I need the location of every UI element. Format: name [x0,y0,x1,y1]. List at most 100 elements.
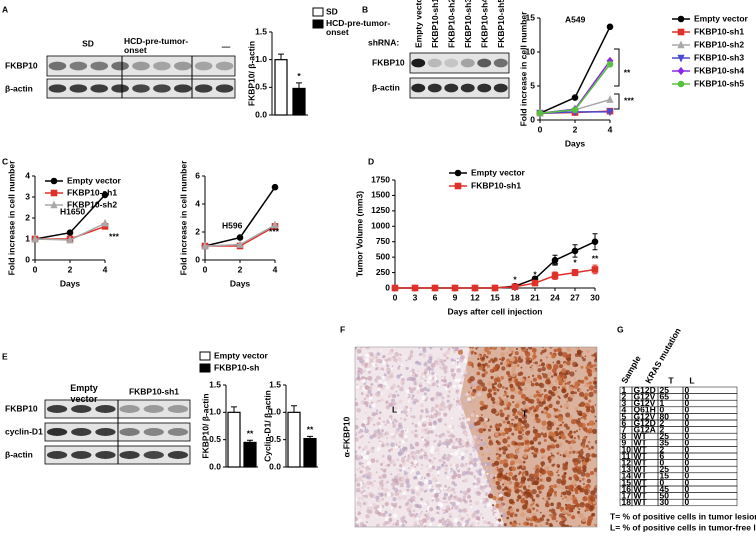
ihc-cell [410,377,415,382]
ihc-cell [419,418,422,420]
ihc-cell [421,463,423,466]
ihc-cell [469,471,474,476]
ihc-cell [370,458,376,463]
ihc-cell [516,410,522,416]
ihc-cell [356,443,359,446]
y-axis-label: Tumor Volume (mm3) [354,191,364,277]
ihc-cell [422,420,427,424]
ihc-cell [411,394,415,398]
ihc-cell [557,474,560,477]
ihc-cell [409,471,413,474]
ihc-cell [541,420,547,426]
table-text: 7 [622,424,627,434]
ihc-cell [457,378,461,383]
ihc-cell [448,445,452,448]
ihc-cell [474,419,478,422]
ihc-cell [473,422,478,426]
ihc-cell [436,513,439,516]
ihc-cell [477,517,481,521]
ihc-cell [569,394,574,399]
ihc-cell [392,421,395,425]
series-line [395,241,596,289]
ihc-cell [506,476,511,482]
ihc-cell [461,479,465,483]
legend-label: Empty vector [67,175,122,185]
ihc-cell [484,370,488,375]
ihc-cell [416,390,420,395]
ihc-cell [581,477,585,481]
ihc-cell [367,361,372,366]
ihc-cell [443,369,448,374]
annotation: *** [269,226,280,236]
y-tick-label: 2 [25,212,30,222]
ihc-cell [515,347,519,351]
ihc-cell [364,401,369,406]
ihc-cell [546,510,549,513]
ihc-cell [568,386,574,392]
ihc-cell [355,408,357,411]
ihc-cell [410,407,412,410]
ihc-cell [503,480,509,486]
ihc-cell [550,375,554,378]
ihc-cell [497,379,501,383]
ihc-cell [526,430,531,434]
ihc-cell [361,362,366,366]
legend-label: FKBP10-sh3 [694,52,744,62]
y-tick-label: 0 [25,254,30,264]
marker [606,23,614,31]
legend-swatch [199,351,211,361]
ihc-cell [543,398,546,402]
ihc-cell [494,358,498,362]
marker [591,238,599,246]
ihc-cell [403,434,408,439]
ihc-cell [388,514,391,517]
ihc-cell [530,367,534,372]
ihc-cell [378,380,382,383]
ihc-cell [386,437,388,439]
footnote: T= % of positive cells in tumor lesions [610,511,756,521]
ihc-cell [524,440,529,444]
ihc-cell [482,368,486,372]
ihc-cell [427,479,433,485]
region-label: L [392,404,397,414]
ihc-cell [410,415,413,418]
ihc-cell [466,487,472,492]
ihc-cell [434,406,437,409]
ihc-cell [435,468,438,471]
ihc-cell [362,494,365,498]
marker [451,284,459,292]
ihc-cell [562,491,567,496]
ihc-cell [448,508,451,511]
y-tick-label: 10 [526,46,536,56]
ihc-cell [364,455,369,460]
ihc-cell [394,443,399,449]
ihc-cell [436,357,441,362]
ihc-cell [358,518,362,523]
ihc-cell [514,415,519,420]
ihc-cell [367,351,371,355]
ihc-cell [424,479,429,484]
ihc-cell [425,464,429,468]
ihc-cell [461,425,467,430]
ihc-cell [556,451,560,455]
ihc-cell [511,513,514,516]
table-text: 80 [660,411,670,421]
ihc-cell [572,450,576,454]
ihc-cell [508,471,513,477]
ihc-cell [396,409,401,415]
table-text: 5 [622,411,627,421]
ihc-cell [492,479,497,484]
ihc-cell [477,354,481,358]
ihc-cell [546,500,549,503]
ihc-cell [436,361,441,366]
table-text: WT [634,444,648,454]
ihc-cell [533,394,538,398]
ihc-cell [481,489,485,493]
ihc-cell [491,509,494,512]
ihc-cell [410,461,414,465]
ihc-cell [512,418,515,421]
table-text: 0 [685,385,690,395]
ihc-cell [384,495,387,498]
ihc-cell [479,406,485,411]
y-tick-label: 0 [385,282,390,292]
